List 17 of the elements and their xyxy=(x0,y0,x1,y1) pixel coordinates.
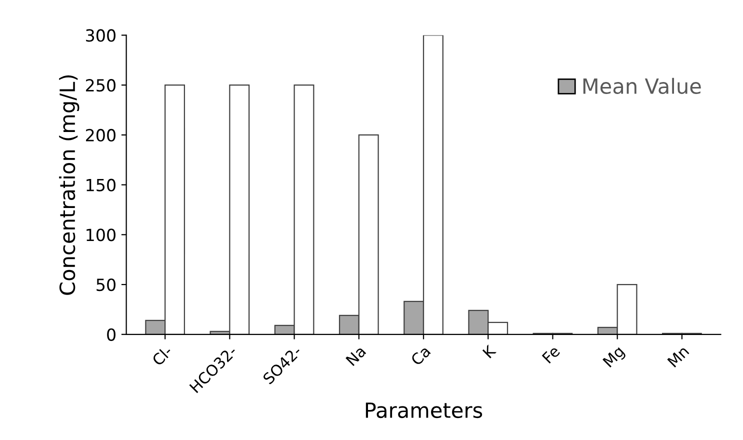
x-tick-label: K xyxy=(482,344,497,358)
x-tick-label: Ca xyxy=(410,345,431,366)
x-tick-label: Mn xyxy=(667,345,690,368)
y-tick-label: 50 xyxy=(96,278,116,292)
y-axis-title: Concentration (mg/L) xyxy=(59,75,80,295)
x-tick-label: Fe xyxy=(542,345,561,364)
y-tick-label: 250 xyxy=(86,79,116,92)
x-axis-title: Parameters xyxy=(366,402,482,418)
y-tick-label: 0 xyxy=(107,328,116,341)
y-tick-label: 150 xyxy=(86,178,116,192)
legend-label: Mean Value xyxy=(583,78,701,94)
x-tick-label: Cl- xyxy=(151,344,173,366)
y-tick-label: 100 xyxy=(86,228,116,242)
x-tick-label: Mg xyxy=(602,345,627,370)
y-tick-label: 300 xyxy=(86,29,116,42)
y-tick-label: 200 xyxy=(86,128,116,142)
x-tick-label: Na xyxy=(346,345,366,366)
